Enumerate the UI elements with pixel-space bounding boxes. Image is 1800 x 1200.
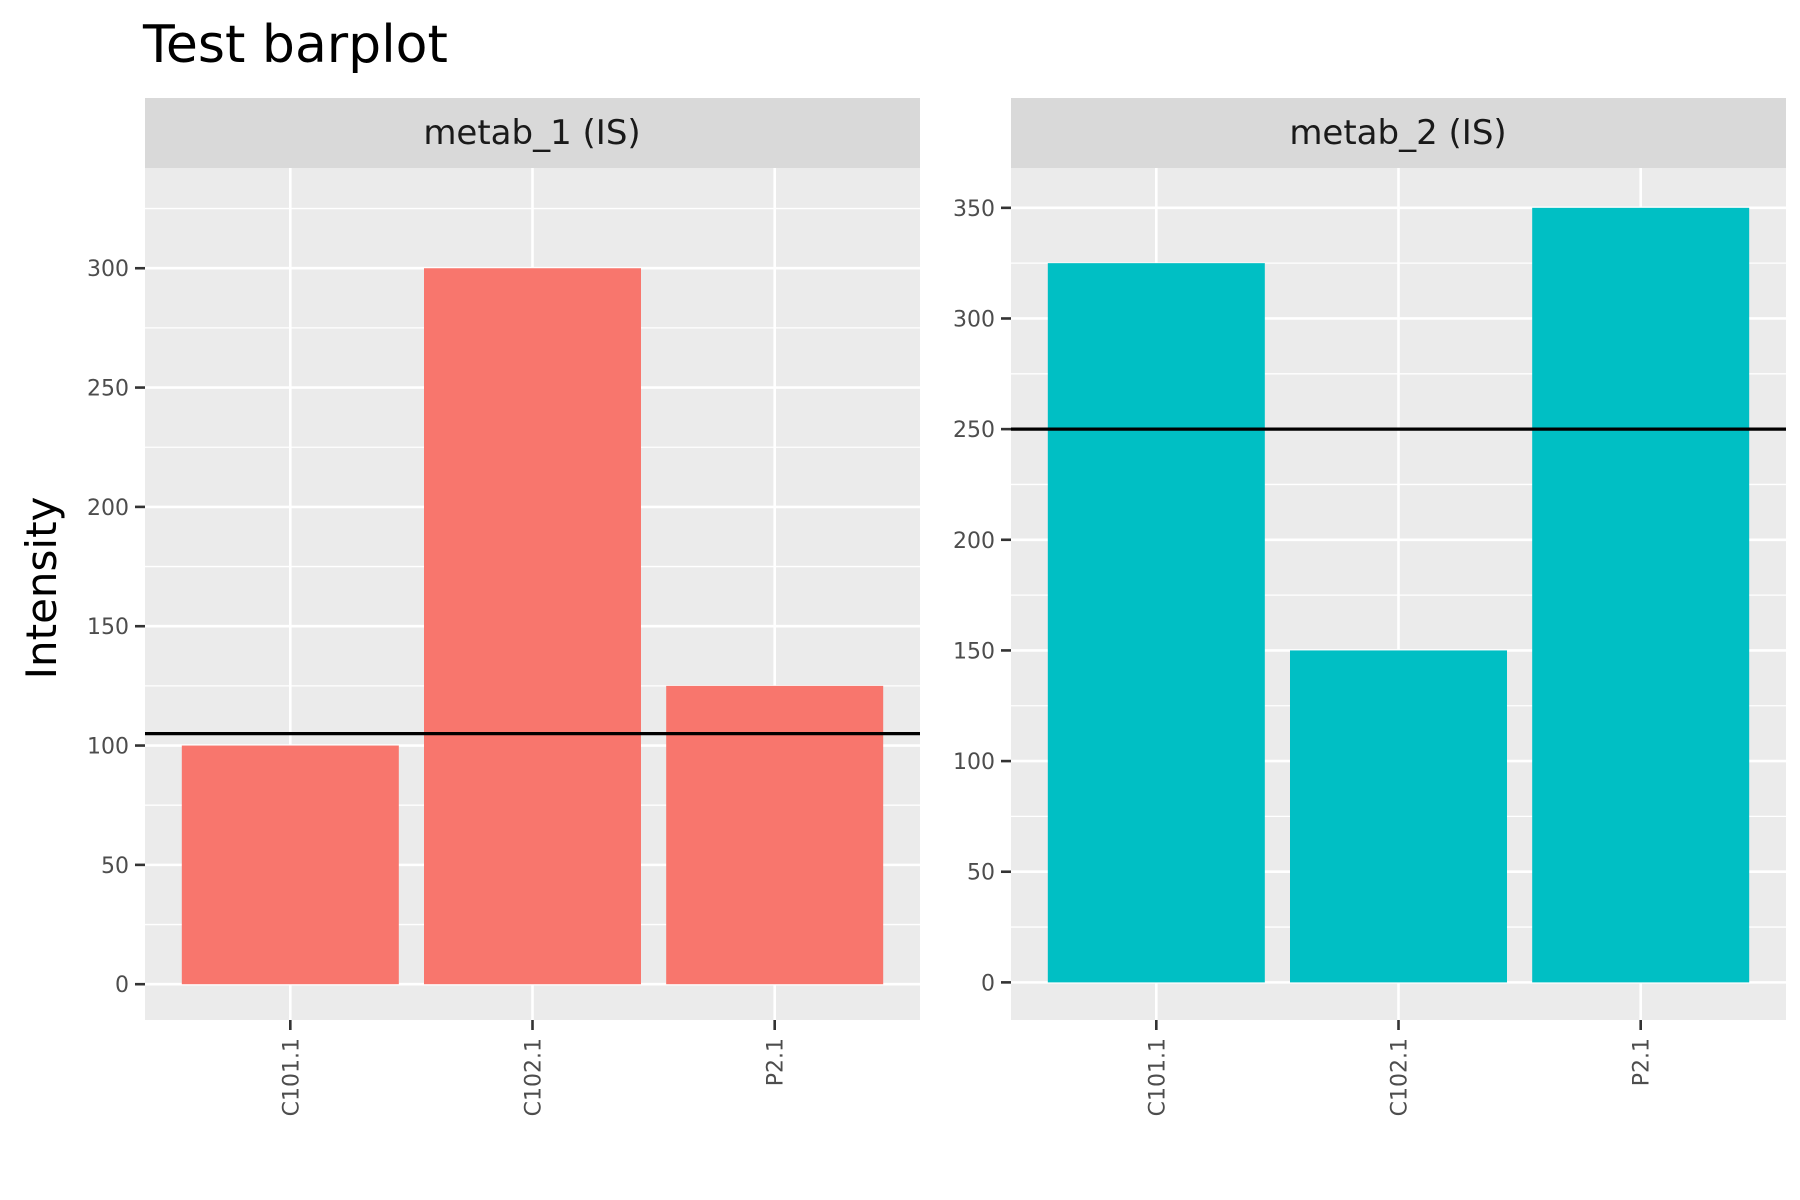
x-tick-label: P2.1: [764, 1038, 789, 1086]
y-tick-label: 150: [953, 639, 995, 664]
bar-c101-1: [181, 745, 399, 985]
bar-c102-1: [424, 268, 641, 985]
y-tick-label: 100: [87, 735, 129, 760]
x-tick-label: P2.1: [1630, 1038, 1655, 1086]
y-ticks-1: 0 50 100 150 200 250 300: [87, 257, 145, 998]
x-ticks-1: C101.1 C102.1 P2.1: [279, 1020, 789, 1116]
y-tick-label: 150: [87, 615, 129, 640]
y-tick-label: 50: [101, 854, 129, 879]
y-tick-label: 200: [87, 496, 129, 521]
y-tick-label: 0: [115, 973, 129, 998]
facet-strip-1: [145, 98, 920, 168]
y-tick-label: 350: [953, 197, 995, 222]
y-tick-label: 50: [967, 861, 995, 886]
y-tick-label: 300: [953, 307, 995, 332]
x-tick-label: C101.1: [1145, 1038, 1170, 1116]
y-ticks-2: 0 50 100 150 200 250 300 350: [953, 197, 1011, 996]
bars-2: [1011, 207, 1786, 983]
facet-strip-label-1: metab_1 (IS): [423, 113, 640, 153]
facet-strip-label-2: metab_2 (IS): [1289, 113, 1506, 153]
bar-p2-1: [1532, 207, 1750, 983]
facet-strip-2: [1011, 98, 1786, 168]
bars-1: [145, 268, 920, 985]
x-tick-label: C102.1: [522, 1038, 547, 1116]
x-tick-label: C101.1: [279, 1038, 304, 1116]
y-tick-label: 250: [953, 418, 995, 443]
bar-c101-1: [1047, 263, 1265, 983]
bar-c102-1: [1290, 650, 1507, 983]
x-ticks-2: C101.1 C102.1 P2.1: [1145, 1020, 1655, 1116]
facet-panel-2: metab_2 (IS) 0 50 100 150 200 250 300 350 C101.…: [953, 98, 1786, 1116]
y-tick-label: 100: [953, 750, 995, 775]
x-tick-label: C102.1: [1388, 1038, 1413, 1116]
y-tick-label: 200: [953, 529, 995, 554]
bar-p2-1: [666, 685, 884, 985]
y-axis-label: Intensity: [17, 497, 66, 680]
y-tick-label: 0: [981, 971, 995, 996]
chart-title: Test barplot: [142, 15, 448, 75]
y-tick-label: 250: [87, 377, 129, 402]
y-tick-label: 300: [87, 257, 129, 282]
